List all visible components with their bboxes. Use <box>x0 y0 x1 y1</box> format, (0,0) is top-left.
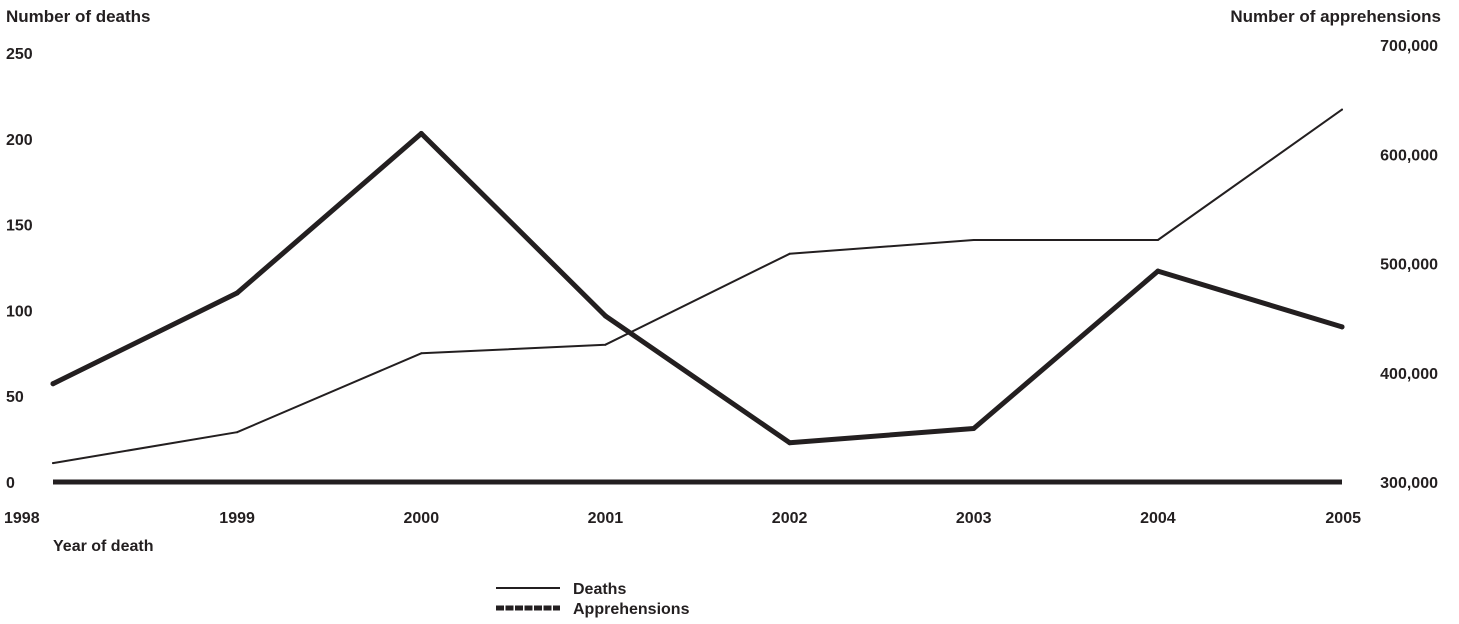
data-point-deaths <box>420 352 423 355</box>
data-point-deaths <box>1341 108 1343 111</box>
left-axis-title: Number of deaths <box>6 7 151 26</box>
data-point-apprehensions <box>50 381 56 387</box>
x-tick-label: 2001 <box>588 510 624 527</box>
data-point-apprehensions <box>602 313 608 319</box>
x-tick-label: 2004 <box>1140 510 1176 527</box>
x-axis-ticks: 1998 1999 2000 2001 2002 2003 2004 2005 <box>4 510 1361 527</box>
series-group <box>50 108 1345 465</box>
legend-label-deaths: Deaths <box>573 581 626 598</box>
x-tick-label: 1998 <box>4 510 40 527</box>
data-point-deaths <box>972 239 975 241</box>
data-point-apprehensions <box>787 440 793 446</box>
data-point-apprehensions <box>1339 324 1345 330</box>
legend: Deaths Apprehensions <box>496 581 690 618</box>
right-axis-title: Number of apprehensions <box>1230 7 1441 26</box>
data-point-deaths <box>52 462 54 465</box>
x-tick-label: 2003 <box>956 510 992 527</box>
series-line-deaths <box>52 108 1343 465</box>
left-tick-label: 200 <box>6 132 33 149</box>
left-axis-ticks: 0 50 100 150 200 250 <box>6 46 33 492</box>
x-tick-label: 2002 <box>772 510 808 527</box>
left-tick-label: 0 <box>6 475 15 492</box>
x-tick-label: 2000 <box>404 510 440 527</box>
left-tick-label: 150 <box>6 218 33 235</box>
series-line-apprehensions <box>50 131 1345 446</box>
right-tick-label: 400,000 <box>1380 366 1438 383</box>
right-axis-ticks: 300,000 400,000 500,000 600,000 700,000 <box>1380 38 1438 492</box>
x-axis-title: Year of death <box>53 538 153 555</box>
right-tick-label: 700,000 <box>1380 38 1438 55</box>
data-point-apprehensions <box>971 426 977 431</box>
left-tick-label: 250 <box>6 46 33 63</box>
data-point-deaths <box>604 343 607 346</box>
left-tick-label: 50 <box>6 389 24 406</box>
x-tick-label: 1999 <box>219 510 255 527</box>
left-tick-label: 100 <box>6 303 33 320</box>
data-point-apprehensions <box>234 290 240 296</box>
data-point-deaths <box>788 252 791 255</box>
data-point-apprehensions <box>1155 268 1161 274</box>
legend-label-apprehensions: Apprehensions <box>573 601 690 618</box>
x-tick-label: 2005 <box>1325 510 1361 527</box>
data-point-deaths <box>1156 239 1159 241</box>
data-point-deaths <box>236 431 239 434</box>
right-tick-label: 300,000 <box>1380 475 1438 492</box>
right-tick-label: 500,000 <box>1380 257 1438 274</box>
data-point-apprehensions <box>418 131 424 136</box>
right-tick-label: 600,000 <box>1380 147 1438 164</box>
